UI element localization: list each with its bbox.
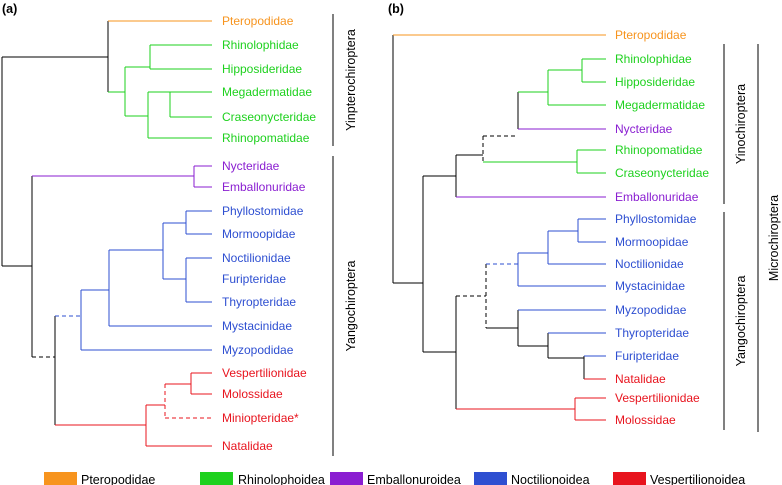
legend: Pteropodidae Rhinolophoidea Emballonuroi… <box>44 472 745 485</box>
panel-a-labels: (a) Pteropodidae Rhinolophidae Hipposide… <box>2 2 358 453</box>
leaf-b-molossidae: Molossidae <box>615 413 676 427</box>
leaf-b-nycteridae: Nycteridae <box>615 122 673 136</box>
leaf-b-megadermatidae: Megadermatidae <box>615 98 705 112</box>
leaf-furipteridae: Furipteridae <box>222 272 286 286</box>
leaf-nycteridae: Nycteridae <box>222 159 280 173</box>
panel-b-labels: (b) Pteropodidae Rhinolophidae Hipposide… <box>388 2 781 427</box>
leaf-b-mormoopidae: Mormoopidae <box>615 235 689 249</box>
leaf-myzopodidae: Myzopodidae <box>222 343 294 357</box>
leaf-b-phyllostomidae: Phyllostomidae <box>615 212 697 226</box>
leaf-b-craseonycteridae: Craseonycteridae <box>615 166 709 180</box>
legend-swatch-emballonuroidea <box>330 472 363 485</box>
legend-label-rhinolophoidea: Rhinolophoidea <box>238 473 325 485</box>
leaf-b-mystacinidae: Mystacinidae <box>615 279 685 293</box>
panel-b-label: (b) <box>388 2 404 16</box>
leaf-b-pteropodidae: Pteropodidae <box>615 28 687 42</box>
leaf-hipposideridae: Hipposideridae <box>222 62 302 76</box>
legend-swatch-rhinolophoidea <box>200 472 233 485</box>
legend-label-pteropodidae: Pteropodidae <box>81 473 155 485</box>
legend-swatch-pteropodidae <box>44 472 77 485</box>
leaf-miniopteridae: Miniopteridae* <box>222 411 299 425</box>
group-label-yinochiroptera: Yinochiroptera <box>734 84 748 164</box>
leaf-emballonuridae: Emballonuridae <box>222 180 306 194</box>
leaf-rhinolophidae: Rhinolophidae <box>222 38 299 52</box>
legend-label-emballonuroidea: Emballonuroidea <box>367 473 461 485</box>
leaf-vespertilionidae: Vespertilionidae <box>222 366 307 380</box>
group-label-yangochiroptera-a: Yangochiroptera <box>344 261 358 352</box>
legend-swatch-vespertilionoidea <box>613 472 646 485</box>
leaf-b-furipteridae: Furipteridae <box>615 349 679 363</box>
leaf-b-vespertilionidae: Vespertilionidae <box>615 391 700 405</box>
group-label-microchiroptera: Microchiroptera <box>767 195 781 281</box>
leaf-rhinopomatidae: Rhinopomatidae <box>222 131 310 145</box>
panel-b-tree <box>392 34 759 432</box>
leaf-b-rhinopomatidae: Rhinopomatidae <box>615 143 703 157</box>
leaf-b-rhinolophidae: Rhinolophidae <box>615 52 692 66</box>
leaf-b-natalidae: Natalidae <box>615 372 666 386</box>
legend-label-noctilionoidea: Noctilionoidea <box>511 473 590 485</box>
leaf-craseonycteridae: Craseonycteridae <box>222 110 316 124</box>
leaf-mormoopidae: Mormoopidae <box>222 227 296 241</box>
leaf-b-hipposideridae: Hipposideridae <box>615 75 695 89</box>
leaf-noctilionidae: Noctilionidae <box>222 251 291 265</box>
group-label-yangochiroptera-b: Yangochiroptera <box>734 276 748 367</box>
leaf-b-emballonuridae: Emballonuridae <box>615 190 699 204</box>
panel-a-label: (a) <box>2 2 17 16</box>
group-label-yinpterochiroptera: Yinpterochiroptera <box>344 29 358 131</box>
leaf-b-myzopodidae: Myzopodidae <box>615 303 687 317</box>
leaf-phyllostomidae: Phyllostomidae <box>222 204 304 218</box>
leaf-megadermatidae: Megadermatidae <box>222 85 312 99</box>
leaf-thyropteridae: Thyropteridae <box>222 295 296 309</box>
legend-swatch-noctilionoidea <box>474 472 507 485</box>
leaf-molossidae: Molossidae <box>222 387 283 401</box>
leaf-b-noctilionidae: Noctilionidae <box>615 257 684 271</box>
legend-label-vespertilionoidea: Vespertilionoidea <box>650 473 745 485</box>
leaf-mystacinidae: Mystacinidae <box>222 319 292 333</box>
panel-a-tree <box>1 14 334 456</box>
leaf-pteropodidae: Pteropodidae <box>222 14 294 28</box>
leaf-natalidae: Natalidae <box>222 439 273 453</box>
leaf-b-thyropteridae: Thyropteridae <box>615 326 689 340</box>
